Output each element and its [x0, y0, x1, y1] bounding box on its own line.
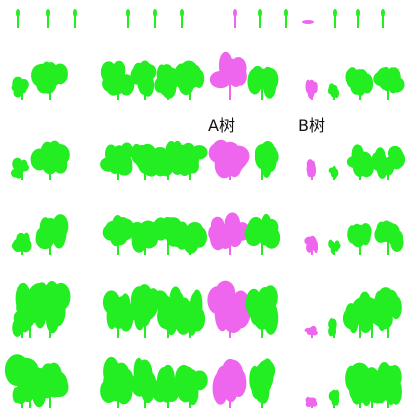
crown-blob	[332, 85, 338, 94]
crown-blob	[222, 359, 239, 387]
crown-blob	[386, 224, 400, 242]
sapling-top	[356, 9, 360, 17]
crown-blob	[52, 378, 69, 398]
crown-blob	[190, 292, 201, 316]
crown-blob	[347, 156, 364, 168]
crown-blob	[389, 150, 405, 169]
tree-grid	[5, 9, 405, 408]
label-a: A树	[208, 116, 235, 135]
crown-blob	[174, 376, 190, 397]
crown-blob	[263, 227, 280, 249]
crown-blob	[215, 295, 230, 332]
crown-blob	[105, 144, 117, 163]
sapling-top	[46, 9, 50, 17]
crown-blob	[107, 304, 117, 329]
crown-blob	[105, 221, 122, 238]
crown-blob	[211, 217, 224, 233]
crown-blob	[133, 369, 147, 397]
crown-blob	[18, 290, 37, 311]
crown-blob	[5, 354, 30, 386]
crown-blob	[101, 61, 117, 83]
sapling-top	[284, 9, 288, 17]
crown-blob	[16, 233, 25, 245]
point-cloud-figure: A树 B树	[0, 0, 411, 414]
crown-blob	[138, 70, 151, 94]
sapling-top	[126, 9, 130, 17]
crown-blob	[351, 227, 364, 247]
crown-blob	[334, 390, 338, 398]
sapling-top	[180, 9, 184, 17]
crown-blob	[179, 76, 194, 95]
crown-blob	[165, 141, 177, 161]
crown-blob	[330, 241, 334, 250]
crown-blob	[261, 71, 275, 92]
crown-blob	[119, 305, 129, 328]
crown-blob	[329, 86, 333, 93]
crown-blob	[265, 300, 277, 327]
crown-blob	[21, 160, 28, 169]
crown-blob	[183, 230, 199, 254]
crown-blob	[365, 378, 388, 398]
crown-blob	[308, 399, 315, 406]
crown-blob	[228, 146, 249, 167]
crown-blob	[312, 240, 318, 251]
crown-blob	[16, 169, 23, 177]
sapling-top	[381, 9, 385, 17]
sapling-top	[302, 20, 314, 24]
crown-blob	[329, 168, 335, 174]
crown-blob	[131, 286, 148, 313]
crown-blob	[228, 62, 243, 87]
sapling-top	[258, 9, 262, 17]
crown-blob	[183, 159, 194, 175]
crown-blob	[115, 380, 132, 405]
sapling-top	[233, 9, 237, 17]
label-b: B树	[298, 116, 325, 135]
crown-blob	[347, 73, 359, 88]
crown-blob	[156, 375, 172, 401]
crown-blob	[246, 230, 261, 246]
page: A树 B树 (() => { const data = JSON.parse(d…	[0, 0, 411, 414]
crown-blob	[13, 88, 22, 97]
crown-blob	[194, 69, 204, 88]
crown-blob	[265, 154, 276, 172]
crown-blob	[41, 218, 60, 240]
sapling-top	[153, 9, 157, 17]
crown-blob	[256, 370, 272, 394]
sapling-top	[16, 9, 20, 17]
sapling-top	[333, 9, 337, 17]
crown-blob	[174, 301, 191, 320]
crown-blob	[307, 327, 314, 333]
crown-blob	[352, 376, 368, 403]
crown-blob	[332, 322, 336, 333]
crown-blob	[389, 67, 401, 89]
crown-blob	[40, 142, 54, 166]
crown-blob	[161, 76, 176, 99]
crown-blob	[36, 64, 54, 81]
crown-blob	[372, 296, 387, 318]
crown-blob	[312, 164, 317, 177]
sapling-top	[73, 9, 77, 17]
crown-blob	[334, 169, 338, 177]
crown-blob	[374, 226, 387, 243]
crown-blob	[310, 85, 316, 94]
